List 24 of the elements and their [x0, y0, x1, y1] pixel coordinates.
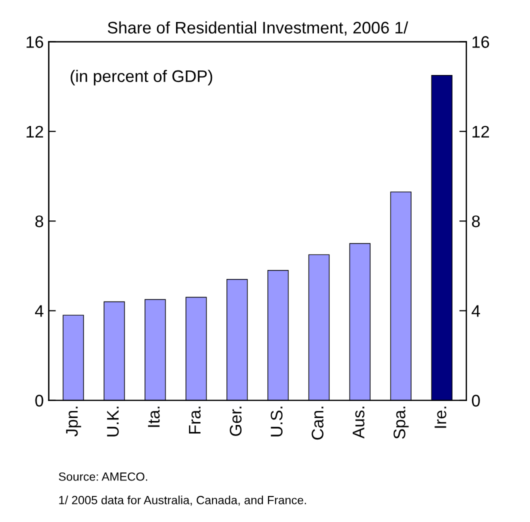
annotation: (in percent of GDP) [70, 70, 212, 86]
y-tick-label: 12 [26, 126, 44, 138]
x-tick-label: Jpn. [66, 406, 82, 436]
source-note: Source: AMECO. [58, 472, 148, 481]
y-tick-label: 16 [26, 36, 44, 48]
x-tick-label: Ita. [148, 406, 160, 427]
y-tick-label: 8 [35, 215, 44, 228]
x-tick-label: Can. [312, 406, 324, 440]
y2-tick-label: 0 [472, 394, 480, 407]
y-tick-label: 4 [35, 305, 44, 317]
x-tick-label: Ger. [230, 406, 242, 436]
chart-title: Share of Residential Investment, 2006 1/ [108, 21, 408, 36]
x-tick-label: Fra. [189, 406, 201, 434]
x-tick-label: U.S. [270, 406, 283, 436]
y2-tick-label: 4 [472, 305, 480, 317]
x-tick-label: U.K. [107, 406, 119, 436]
text: 1/ 2005 data for Australia, Canada, and France. [59, 496, 306, 506]
x-tick-label: Spa. [394, 406, 409, 439]
x-tick-label: Aus. [352, 406, 364, 439]
x-tick-label: Ire. [434, 406, 446, 428]
y2-tick-label: 12 [472, 126, 489, 138]
y2-tick-label: 8 [472, 215, 480, 228]
y-tick-label: 0 [35, 394, 44, 407]
y2-tick-label: 16 [472, 36, 490, 48]
